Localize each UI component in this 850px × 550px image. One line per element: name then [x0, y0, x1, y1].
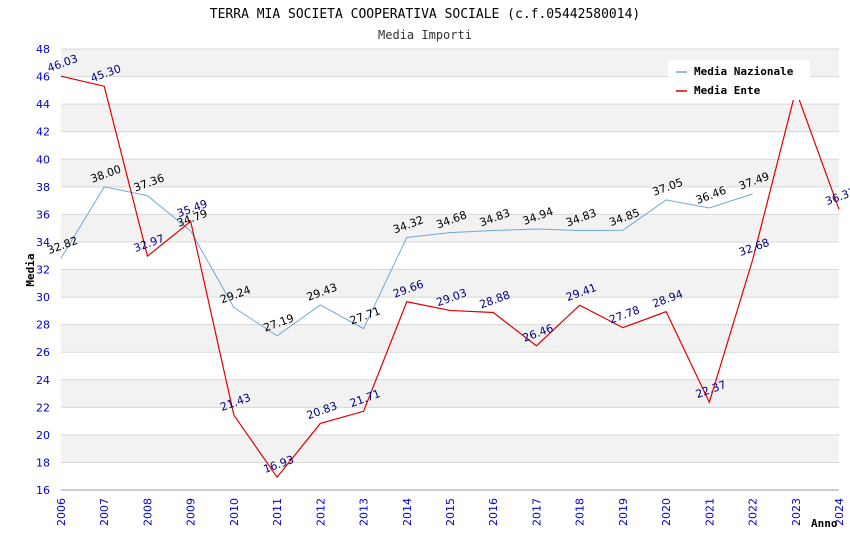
- series-lines: [60, 75, 840, 479]
- y-tick-label: 24: [36, 374, 50, 387]
- y-tick-label: 44: [36, 98, 50, 111]
- x-tick-label: 2022: [747, 498, 760, 526]
- x-tick-label: 2015: [444, 498, 457, 526]
- series-line-media-nazionale: [60, 186, 753, 337]
- chart-subtitle: Media Importi: [378, 28, 472, 42]
- x-tick-label: 2014: [401, 498, 414, 526]
- x-tick-label: 2008: [141, 498, 154, 526]
- x-tick-label: 2013: [358, 498, 371, 526]
- series-line-media-ente: [60, 75, 840, 479]
- legend: Media Nazionale Media Ente: [668, 60, 810, 100]
- background-band: [61, 214, 839, 242]
- background-band: [61, 186, 839, 215]
- y-tick-label: 20: [36, 429, 50, 442]
- x-axis-label: Anno: [811, 517, 838, 530]
- background-band: [61, 241, 839, 270]
- chart-title: TERRA MIA SOCIETA COOPERATIVA SOCIALE (c…: [210, 7, 640, 22]
- y-tick-label: 34: [36, 236, 50, 249]
- x-tick-label: 2011: [271, 498, 284, 526]
- y-tick-label: 22: [36, 401, 50, 414]
- x-axis-ticks: 2006 2007 2008 2009 2010 2011 2012 2013 2014 2015…: [55, 498, 846, 526]
- x-tick-label: 2012: [314, 498, 327, 526]
- y-tick-label: 40: [36, 153, 50, 166]
- background-band: [61, 131, 839, 160]
- background-band: [61, 104, 839, 132]
- background-band: [61, 462, 839, 490]
- x-tick-label: 2018: [574, 498, 587, 526]
- y-tick-label: 36: [36, 208, 50, 221]
- background-band: [61, 407, 839, 435]
- y-tick-label: 38: [36, 181, 50, 194]
- x-tick-label: 2006: [55, 498, 68, 526]
- y-tick-label: 30: [36, 291, 50, 304]
- x-tick-label: 2016: [487, 498, 500, 526]
- legend-box: [668, 60, 810, 100]
- x-tick-label: 2021: [703, 498, 716, 526]
- legend-label-media-nazionale: Media Nazionale: [694, 65, 794, 78]
- x-tick-label: 2019: [617, 498, 630, 526]
- legend-label-media-ente: Media Ente: [694, 84, 761, 97]
- plot-background-bands: [61, 49, 839, 490]
- gridlines: [61, 48, 839, 491]
- y-tick-label: 32: [36, 264, 50, 277]
- background-band: [61, 352, 839, 380]
- background-band: [61, 269, 839, 298]
- x-tick-label: 2007: [98, 498, 111, 526]
- y-axis-ticks: 16 18 20 22 24 26 28 30 32 34 36 38 40 42 44 46 48: [36, 43, 50, 497]
- x-tick-label: 2020: [660, 498, 673, 526]
- y-axis-label: Media: [24, 253, 37, 286]
- y-tick-label: 46: [36, 71, 50, 84]
- y-tick-label: 28: [36, 319, 50, 332]
- x-tick-label: 2010: [228, 498, 241, 526]
- y-tick-label: 16: [36, 484, 50, 497]
- background-band: [61, 434, 839, 463]
- x-tick-label: 2023: [790, 498, 803, 526]
- y-tick-label: 48: [36, 43, 50, 56]
- x-tick-label: 2017: [530, 498, 543, 526]
- x-tick-label: 2009: [185, 498, 198, 526]
- background-band: [61, 159, 839, 187]
- y-tick-label: 26: [36, 346, 50, 359]
- y-tick-label: 42: [36, 126, 50, 139]
- x-tick-label: 2024: [833, 498, 846, 526]
- background-band: [61, 324, 839, 353]
- y-tick-label: 18: [36, 456, 50, 469]
